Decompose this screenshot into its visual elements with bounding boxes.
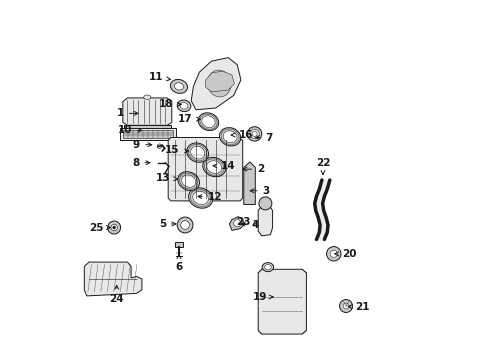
Text: 9: 9: [133, 140, 151, 150]
Text: 1: 1: [117, 108, 138, 118]
Circle shape: [233, 220, 241, 227]
Ellipse shape: [177, 100, 190, 112]
Text: 4: 4: [241, 220, 259, 230]
Polygon shape: [168, 138, 242, 201]
Text: 8: 8: [132, 158, 150, 168]
Text: 17: 17: [178, 114, 200, 124]
Text: 2: 2: [243, 164, 264, 174]
Circle shape: [247, 127, 261, 141]
Text: 23: 23: [236, 217, 257, 228]
Polygon shape: [244, 162, 255, 204]
Ellipse shape: [174, 83, 183, 90]
Ellipse shape: [143, 95, 151, 99]
Polygon shape: [191, 58, 241, 110]
Polygon shape: [205, 71, 234, 92]
Text: 16: 16: [231, 130, 252, 140]
Text: 19: 19: [252, 292, 272, 302]
Text: 10: 10: [118, 125, 142, 135]
Ellipse shape: [178, 172, 199, 190]
Text: 6: 6: [175, 255, 182, 272]
Circle shape: [181, 221, 189, 229]
Ellipse shape: [219, 127, 240, 146]
Ellipse shape: [198, 113, 218, 131]
Text: 25: 25: [89, 222, 110, 233]
Ellipse shape: [170, 80, 187, 93]
Circle shape: [258, 197, 271, 210]
Circle shape: [111, 224, 117, 231]
Polygon shape: [120, 128, 176, 140]
Polygon shape: [229, 217, 244, 230]
Polygon shape: [84, 262, 142, 296]
Text: 15: 15: [165, 145, 188, 156]
Text: 21: 21: [348, 302, 369, 312]
Polygon shape: [258, 206, 272, 236]
Text: 12: 12: [198, 192, 222, 202]
Ellipse shape: [192, 192, 208, 204]
Polygon shape: [258, 269, 306, 334]
Circle shape: [329, 250, 337, 257]
Ellipse shape: [180, 103, 187, 109]
Circle shape: [107, 221, 121, 234]
Ellipse shape: [207, 70, 231, 97]
Circle shape: [343, 303, 348, 309]
Text: 13: 13: [156, 173, 177, 183]
Polygon shape: [122, 98, 171, 125]
Ellipse shape: [190, 146, 204, 159]
FancyBboxPatch shape: [122, 130, 173, 138]
Text: 20: 20: [334, 249, 355, 259]
Text: 14: 14: [213, 161, 235, 171]
Ellipse shape: [223, 131, 237, 143]
Ellipse shape: [186, 143, 208, 162]
Ellipse shape: [203, 157, 225, 177]
Ellipse shape: [182, 175, 195, 187]
Text: 3: 3: [250, 186, 269, 196]
Polygon shape: [123, 125, 170, 130]
FancyBboxPatch shape: [174, 242, 183, 247]
Circle shape: [339, 300, 352, 312]
Ellipse shape: [188, 188, 212, 208]
Text: 7: 7: [255, 132, 272, 143]
Circle shape: [249, 129, 259, 139]
Text: 22: 22: [315, 158, 329, 174]
Text: 24: 24: [109, 285, 124, 304]
Circle shape: [113, 226, 115, 229]
Ellipse shape: [264, 265, 270, 270]
Text: 11: 11: [149, 72, 170, 82]
Circle shape: [251, 131, 257, 136]
Circle shape: [326, 247, 340, 261]
Ellipse shape: [206, 161, 221, 173]
Text: 18: 18: [159, 99, 181, 109]
Ellipse shape: [202, 116, 215, 127]
Ellipse shape: [262, 263, 273, 272]
Text: 5: 5: [159, 219, 176, 229]
Circle shape: [177, 217, 193, 233]
